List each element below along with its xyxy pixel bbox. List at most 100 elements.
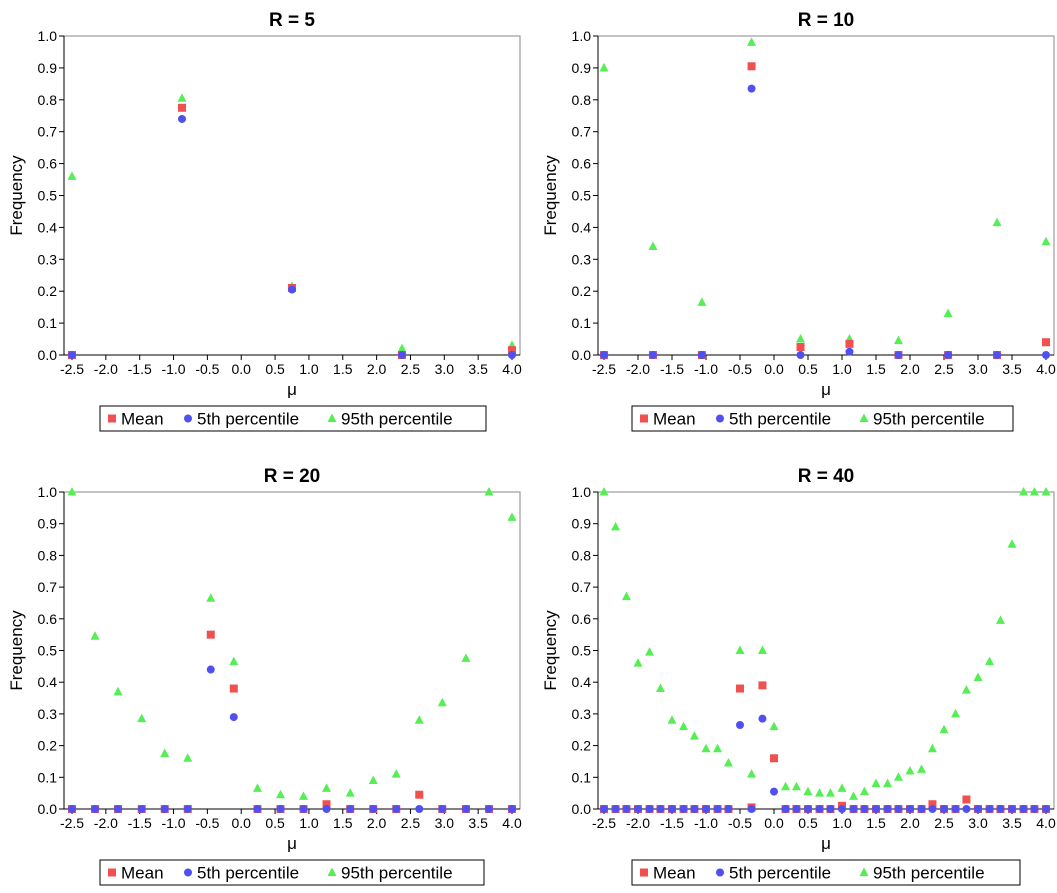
data-point [883, 805, 892, 813]
data-point [67, 487, 77, 496]
legend-box [631, 859, 1021, 886]
x-axis-label: μ [821, 834, 831, 853]
plot-frame [597, 491, 1055, 810]
x-tick-label: -2.0 [626, 361, 650, 377]
x-tick-label: 1.0 [299, 361, 319, 377]
data-point [943, 308, 953, 318]
data-point [736, 720, 744, 729]
data-point [758, 681, 767, 690]
x-tick-label: 2.5 [934, 815, 954, 831]
x-tick-label: -1.5 [128, 815, 152, 831]
data-point [599, 62, 609, 72]
y-tick-label: 0.1 [572, 315, 592, 331]
data-point [178, 114, 186, 123]
data-point [346, 805, 355, 813]
x-tick-label: -2.5 [60, 815, 84, 831]
y-tick-label: 0.6 [572, 156, 592, 172]
data-point [206, 630, 215, 639]
y-tick-label: 0.6 [38, 611, 58, 627]
legend-label: 5th percentile [729, 410, 831, 429]
series-95th-percentile [599, 37, 1051, 345]
data-point [508, 805, 516, 813]
legend-label: 5th percentile [197, 864, 299, 883]
data-point [883, 778, 893, 788]
x-tick-label: 4.0 [1036, 361, 1056, 377]
data-point [508, 351, 516, 359]
data-point [747, 805, 756, 813]
data-point [178, 103, 186, 112]
data-point [757, 645, 767, 654]
x-tick-label: 3.0 [968, 361, 988, 377]
legend-label: Mean [121, 410, 164, 429]
x-tick-label: -1.5 [128, 361, 152, 377]
data-point [702, 805, 710, 813]
data-point [1019, 805, 1028, 813]
legend-marker [184, 868, 192, 877]
data-point [1029, 487, 1039, 496]
y-tick-label: 0.7 [38, 579, 58, 595]
legend-label: 95th percentile [341, 410, 453, 429]
series-95th-percentile [67, 487, 517, 800]
data-point [206, 665, 215, 674]
x-tick-label: -1.0 [694, 361, 718, 377]
data-point [507, 512, 517, 521]
data-point [758, 714, 767, 723]
data-point [845, 347, 854, 356]
x-tick-label: 0.5 [265, 361, 285, 377]
data-point [940, 805, 948, 813]
x-tick-label: 2.5 [401, 815, 421, 831]
data-point [599, 487, 609, 496]
x-tick-label: 1.0 [832, 361, 852, 377]
data-point [689, 731, 699, 740]
y-tick-label: 0.4 [38, 674, 58, 690]
y-tick-label: 1.0 [38, 28, 58, 44]
data-point [611, 805, 620, 813]
y-tick-label: 0.8 [572, 547, 592, 563]
data-point [724, 805, 733, 813]
chart-panel-3: R = 20 0.0 0.1 0.2 0.3 0.4 0.5 0.6 0.7 0.8 0.9 1.0 -… [7, 466, 522, 886]
data-point [415, 790, 424, 799]
data-point [803, 786, 813, 796]
legend-marker [716, 414, 724, 423]
data-point [288, 285, 296, 294]
data-point [690, 805, 699, 813]
data-point [1042, 351, 1050, 359]
y-tick-label: 0.3 [38, 706, 58, 722]
data-point [985, 656, 995, 666]
data-point [437, 697, 447, 707]
data-point [438, 805, 447, 813]
y-axis-label: Frequency [541, 155, 560, 236]
data-point [872, 805, 880, 813]
series-mean [68, 630, 516, 813]
data-point [368, 775, 378, 784]
data-point [917, 805, 926, 813]
data-point [484, 487, 494, 496]
data-point [299, 805, 308, 813]
y-tick-label: 0.1 [572, 769, 592, 785]
y-axis-label: Frequency [7, 610, 26, 691]
data-point [276, 805, 285, 813]
y-tick-label: 1.0 [572, 484, 592, 500]
data-point [600, 805, 608, 813]
data-point [747, 769, 757, 778]
y-tick-label: 0.3 [572, 706, 592, 722]
data-point [860, 805, 869, 813]
data-point [322, 783, 332, 792]
data-point [655, 683, 665, 693]
y-tick-label: 0.2 [572, 283, 592, 299]
x-tick-label: -1.0 [161, 815, 185, 831]
legend-marker [108, 414, 116, 423]
data-point [414, 715, 424, 724]
series-5th-percentile [600, 84, 1050, 359]
x-tick-label: 1.5 [333, 361, 353, 377]
data-point [804, 805, 812, 813]
x-tick-label: 0.0 [764, 815, 784, 831]
x-tick-label: -2.0 [94, 815, 118, 831]
x-tick-label: -1.0 [694, 815, 718, 831]
legend-marker [640, 868, 648, 877]
data-point [781, 781, 791, 791]
x-tick-label: 4.0 [502, 815, 522, 831]
data-point [1019, 487, 1029, 496]
